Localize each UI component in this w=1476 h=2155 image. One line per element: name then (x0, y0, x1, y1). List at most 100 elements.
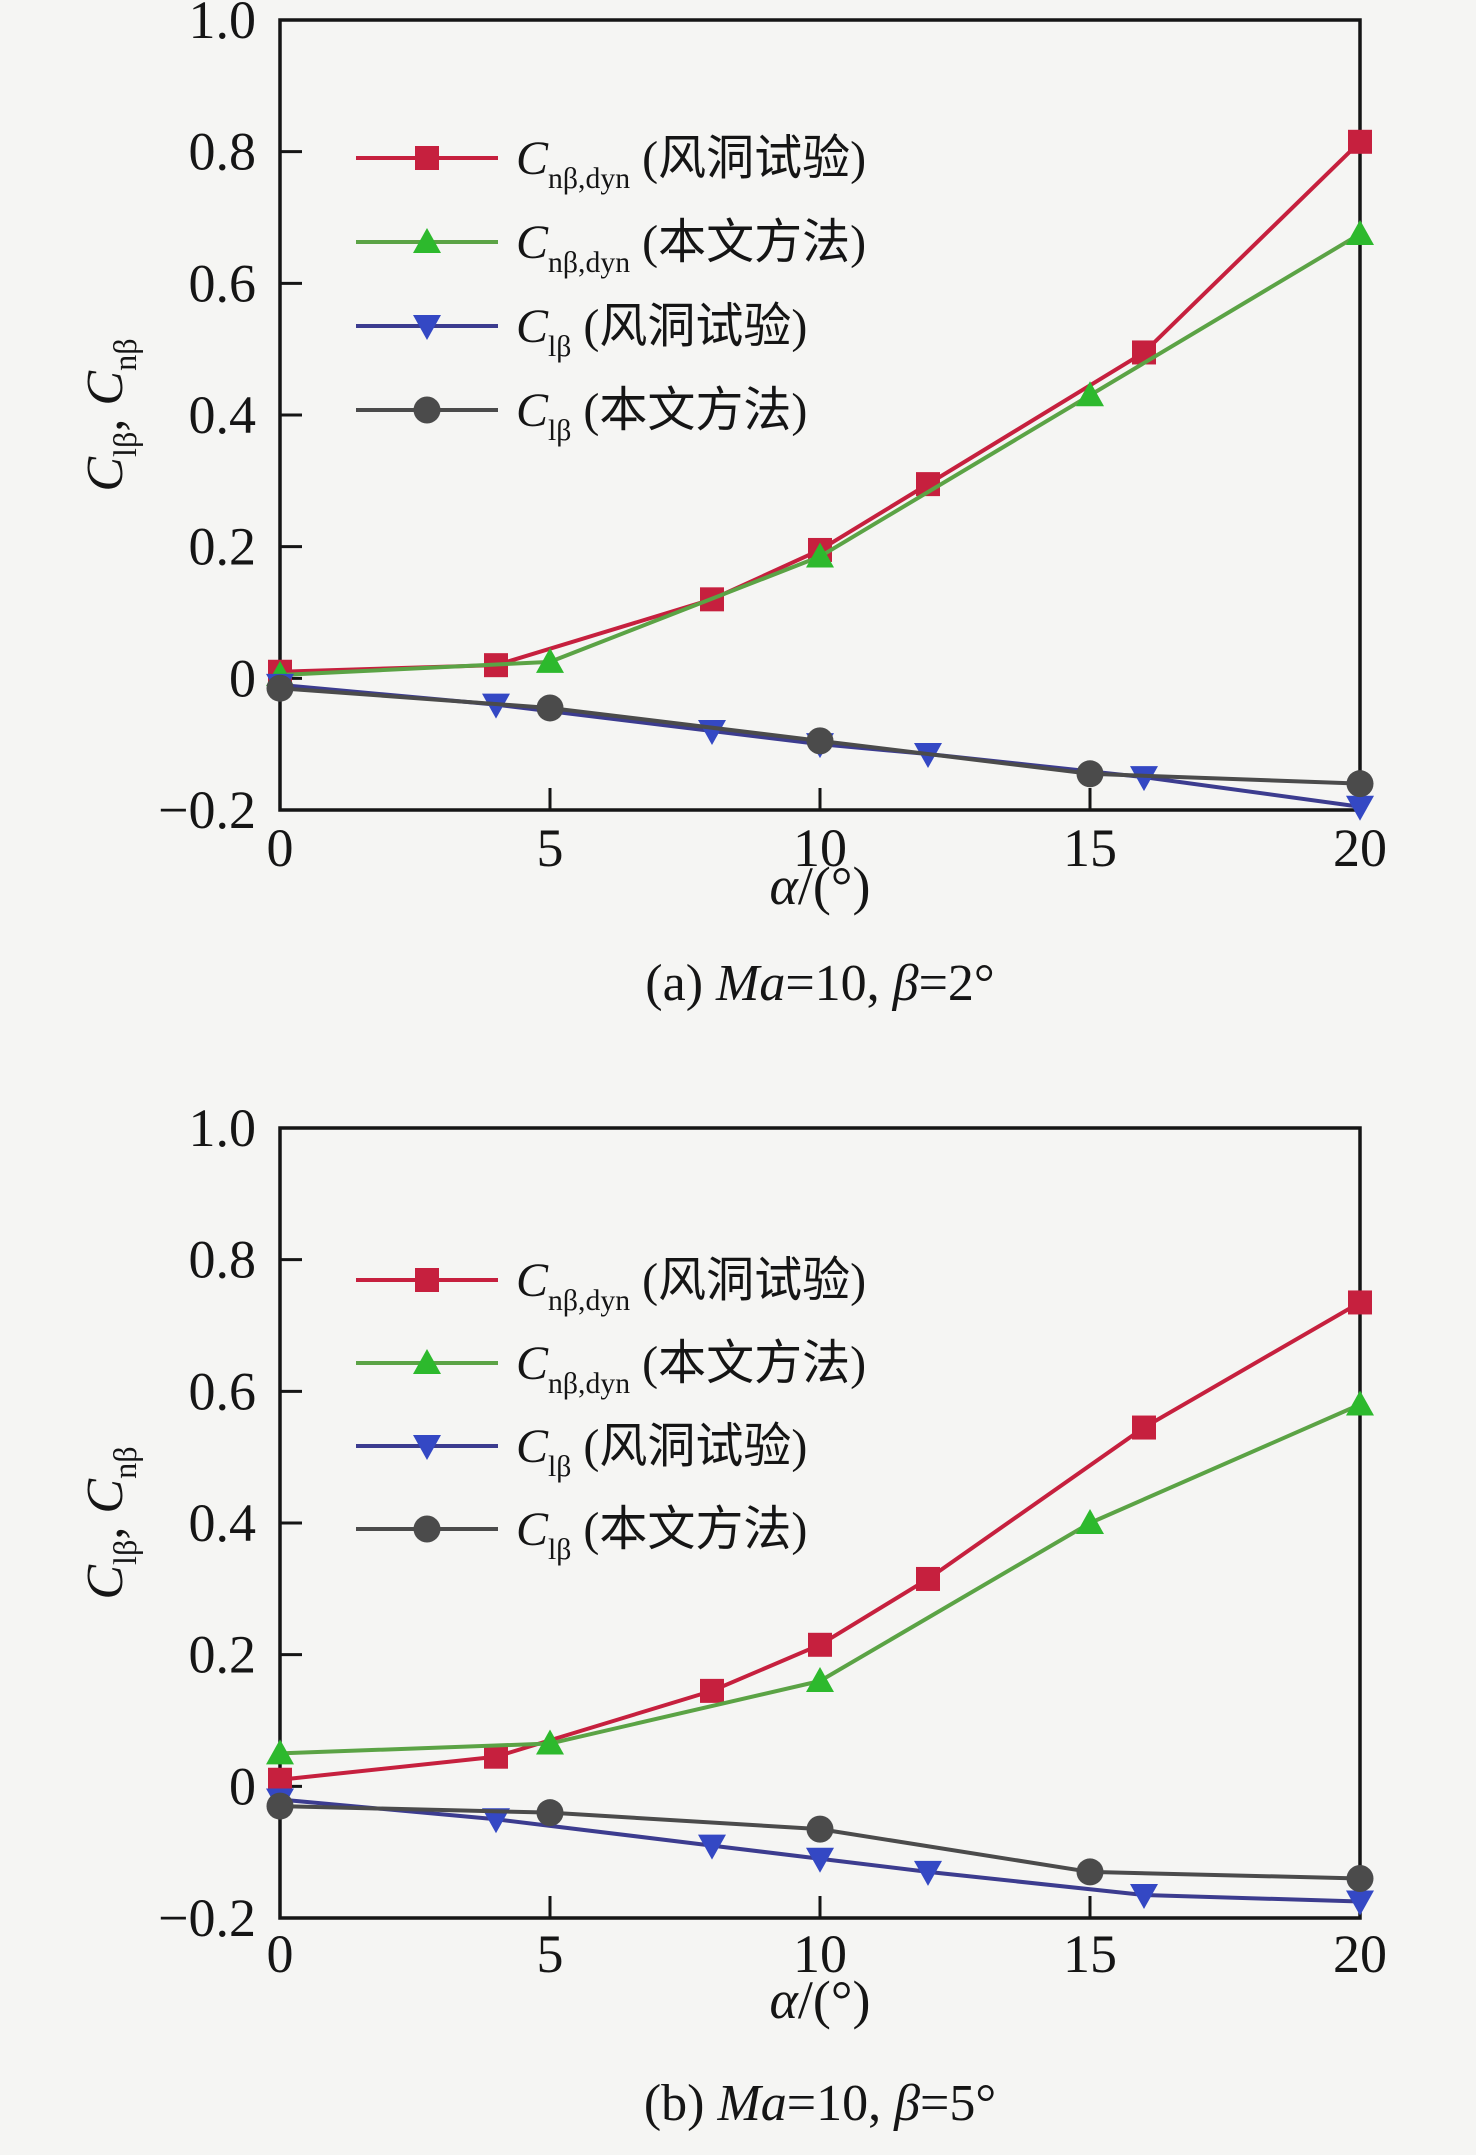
data-point-marker (482, 1808, 510, 1834)
data-point-marker (482, 693, 510, 719)
y-tick-label: 0.4 (189, 385, 257, 445)
legend: Cnβ,dyn (风洞试验) Cnβ,dyn (本文方法) Clβ (风洞试验) Cl… (356, 1254, 866, 1566)
series-circle (266, 674, 1374, 798)
data-point-marker (1346, 770, 1374, 798)
data-point-marker (266, 1739, 294, 1765)
data-point-marker (1130, 1883, 1158, 1909)
legend-item: Cnβ,dyn (本文方法) (356, 1337, 866, 1400)
data-point-marker (1076, 1858, 1104, 1886)
y-tick-label: 0.2 (189, 1625, 257, 1685)
series-square (268, 1290, 1372, 1792)
x-axis: 0 5 10 15 20 (267, 1896, 1387, 1984)
legend-label: Cnβ,dyn (风洞试验) (516, 1254, 866, 1317)
legend-marker (413, 1349, 441, 1374)
y-tick-label: 1.0 (189, 1098, 257, 1158)
legend-item: Cnβ,dyn (本文方法) (356, 216, 866, 279)
data-point-marker (1346, 1890, 1374, 1916)
y-axis: −0.2 0 0.2 0.4 0.6 0.8 1.0 (158, 1098, 302, 1948)
legend-marker (415, 146, 439, 170)
x-tick-label: 15 (1063, 1924, 1117, 1984)
y-tick-label: 0.6 (189, 253, 257, 313)
data-point-marker (1076, 381, 1104, 407)
data-point-marker (484, 1744, 508, 1769)
x-axis: 0 5 10 15 20 (267, 788, 1387, 878)
y-tick-label: 0 (229, 1756, 256, 1816)
y-tick-label: 0.6 (189, 1361, 257, 1421)
data-point-marker (914, 1860, 942, 1886)
y-tick-label: 0.4 (189, 1493, 257, 1553)
legend-label: Clβ (本文方法) (516, 384, 807, 447)
x-tick-label: 0 (267, 818, 294, 878)
data-point-marker (1346, 1390, 1374, 1416)
x-tick-label: 5 (537, 1924, 564, 1984)
x-axis-label: α/(°) (770, 856, 871, 916)
legend-item: Cnβ,dyn (风洞试验) (356, 1254, 866, 1317)
y-tick-label: 1.0 (189, 0, 257, 50)
data-point-marker (806, 1847, 834, 1873)
data-point-marker (268, 1767, 292, 1792)
data-point-marker (536, 1729, 564, 1755)
plot-border (278, 1126, 1362, 1920)
data-point-marker (806, 1815, 834, 1843)
legend-item: Clβ (本文方法) (356, 1503, 807, 1566)
legend-item: Clβ (风洞试验) (356, 1420, 807, 1483)
legend: Cnβ,dyn (风洞试验) Cnβ,dyn (本文方法) Clβ (风洞试验) Cl… (356, 132, 866, 447)
data-point-marker (1348, 129, 1372, 154)
legend-item: Clβ (本文方法) (356, 384, 807, 447)
legend-marker (415, 1268, 439, 1292)
x-tick-label: 20 (1333, 818, 1387, 878)
data-point-marker (266, 674, 294, 702)
legend-marker (413, 1435, 441, 1460)
data-point-marker (806, 1667, 834, 1692)
data-point-marker (1076, 1509, 1104, 1534)
legend-marker (413, 228, 441, 253)
series-triangle-up (266, 1390, 1374, 1765)
data-point-marker (1346, 1865, 1374, 1892)
data-point-marker (806, 727, 834, 755)
data-point-marker (1348, 1290, 1372, 1315)
chart-caption: (b) Ma=10, β=5° (644, 2075, 996, 2132)
data-point-marker (536, 1799, 564, 1827)
y-axis-label: Clβ, Cnβ (77, 1446, 143, 1599)
legend-item: Clβ (风洞试验) (356, 300, 807, 363)
legend-label: Cnβ,dyn (本文方法) (516, 216, 866, 279)
legend-label: Cnβ,dyn (风洞试验) (516, 132, 866, 195)
data-point-marker (1132, 1415, 1156, 1440)
y-tick-label: 0 (229, 648, 256, 708)
data-point-marker (266, 1792, 294, 1820)
data-point-marker (808, 1632, 832, 1657)
x-tick-label: 10 (793, 1924, 847, 1984)
x-tick-label: 5 (537, 818, 564, 878)
y-tick-label: 0.8 (189, 122, 257, 182)
y-tick-label: 0.8 (189, 1230, 257, 1290)
y-tick-label: −0.2 (158, 780, 256, 840)
legend-label: Clβ (本文方法) (516, 1503, 807, 1566)
data-point-marker (1346, 219, 1374, 245)
y-tick-label: −0.2 (158, 1888, 256, 1948)
legend-label: Clβ (风洞试验) (516, 300, 807, 363)
legend-marker (413, 315, 441, 340)
x-tick-label: 0 (267, 1924, 294, 1984)
data-point-marker (536, 694, 564, 722)
data-point-marker (700, 1678, 724, 1703)
x-tick-label: 10 (793, 818, 847, 878)
legend-item: Cnβ,dyn (风洞试验) (356, 132, 866, 195)
y-axis-label: Clβ, Cnβ (77, 338, 143, 491)
y-tick-label: 0.2 (189, 517, 257, 577)
legend-label: Cnβ,dyn (本文方法) (516, 1337, 866, 1400)
legend-marker (413, 1515, 441, 1543)
series-circle (266, 1792, 1374, 1892)
data-point-marker (698, 1834, 726, 1860)
data-point-marker (916, 1566, 940, 1591)
x-tick-label: 20 (1333, 1924, 1387, 1984)
x-tick-label: 15 (1063, 818, 1117, 878)
chart-caption: (a) Ma=10, β=2° (645, 955, 994, 1012)
legend-marker (413, 396, 441, 424)
data-point-marker (1130, 766, 1158, 792)
series-line (278, 1402, 1362, 1756)
data-point-marker (806, 542, 834, 568)
data-point-marker (1076, 760, 1104, 788)
